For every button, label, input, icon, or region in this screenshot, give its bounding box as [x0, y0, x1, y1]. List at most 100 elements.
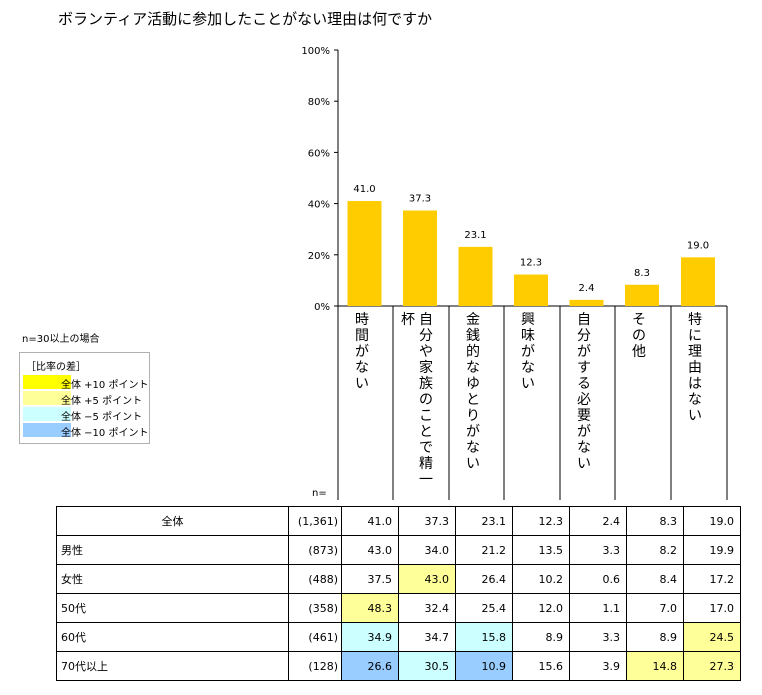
category-label: 興味がない [521, 312, 535, 392]
row-label: 60代 [56, 622, 289, 652]
category-label: 時間がない [355, 312, 369, 392]
table-cell: 12.0 [512, 593, 570, 623]
table-row: 50代 (358) 48.3 32.4 25.4 12.0 1.1 7.0 17.0 [56, 593, 741, 623]
row-n: (358) [288, 593, 342, 623]
row-n: (1,361) [288, 506, 342, 536]
legend-label-plus5: 全体 +5 ポイント [61, 396, 143, 407]
table-cell: 8.4 [626, 564, 684, 594]
bar-chart: 0% 20% 40% 60% 80% 100% 41.0 37.3 23.1 12.3 2.4 8.3… [301, 46, 728, 500]
legend-item-plus5: 全体 +5 ポイント [23, 391, 147, 407]
legend-title: ［比率の差］ [26, 362, 86, 373]
bar [681, 257, 715, 306]
table-cell: 25.4 [455, 593, 513, 623]
table-cell: 34.9 [341, 622, 399, 652]
table-cell: 7.0 [626, 593, 684, 623]
row-label: 男性 [56, 535, 289, 565]
y-tick-label: 60% [308, 148, 330, 159]
y-tick-label: 40% [308, 200, 330, 211]
table-cell: 41.0 [341, 506, 399, 536]
table-cell: 21.2 [455, 535, 513, 565]
table-cell: 8.2 [626, 535, 684, 565]
bar-value-label: 23.1 [464, 230, 486, 241]
table-cell: 10.2 [512, 564, 570, 594]
bar-value-label: 41.0 [353, 184, 375, 195]
row-label: 70代以上 [56, 651, 289, 681]
table-row: 70代以上 (128) 26.6 30.5 10.9 15.6 3.9 14.8 27.3 [56, 651, 741, 681]
bar-value-label: 37.3 [409, 194, 431, 205]
table-cell: 8.9 [626, 622, 684, 652]
table-cell: 3.3 [569, 622, 627, 652]
row-label: 全体 [56, 506, 289, 536]
data-table: 全体 (1,361) 41.0 37.3 23.1 12.3 2.4 8.3 19.0 男性 (87… [56, 506, 741, 681]
table-row: 60代 (461) 34.9 34.7 15.8 8.9 3.3 8.9 24.5 [56, 622, 741, 652]
legend-item-minus10: 全体 −10 ポイント [23, 423, 149, 439]
table-cell: 43.0 [398, 564, 456, 594]
table-cell: 48.3 [341, 593, 399, 623]
table-cell: 12.3 [512, 506, 570, 536]
table-cell: 34.0 [398, 535, 456, 565]
table-cell: 19.0 [683, 506, 741, 536]
table-cell: 17.0 [683, 593, 741, 623]
category-label: 金銭的なゆとりがない [466, 312, 480, 472]
bar [403, 210, 437, 306]
legend-label-plus10: 全体 +10 ポイント [61, 380, 149, 391]
row-n: (461) [288, 622, 342, 652]
table-cell: 3.3 [569, 535, 627, 565]
y-tick-label: 20% [308, 251, 330, 262]
bar [569, 299, 604, 306]
table-row: 全体 (1,361) 41.0 37.3 23.1 12.3 2.4 8.3 19.0 [56, 506, 741, 536]
bar [625, 284, 659, 306]
table-cell: 32.4 [398, 593, 456, 623]
legend-swatch-minus5 [23, 407, 71, 421]
legend-label-minus5: 全体 −5 ポイント [61, 412, 143, 423]
table-cell: 8.9 [512, 622, 570, 652]
table-cell: 30.5 [398, 651, 456, 681]
legend-swatch-plus10 [23, 375, 71, 389]
legend: ［比率の差］ 全体 +10 ポイント 全体 +5 ポイント 全体 −5 ポイント… [19, 352, 150, 444]
y-tick-label: 100% [301, 46, 330, 57]
table-cell: 17.2 [683, 564, 741, 594]
table-cell: 24.5 [683, 622, 741, 652]
table-cell: 15.8 [455, 622, 513, 652]
table-cell: 10.9 [455, 651, 513, 681]
y-tick-label: 80% [308, 97, 330, 108]
bar-value-label: 2.4 [579, 283, 595, 294]
legend-label-minus10: 全体 −10 ポイント [61, 428, 149, 439]
row-label: 50代 [56, 593, 289, 623]
y-tick-label: 0% [314, 302, 330, 313]
bar-value-label: 8.3 [634, 268, 650, 279]
bar [458, 246, 493, 306]
sample-note: n=30以上の場合 [22, 334, 100, 345]
table-cell: 13.5 [512, 535, 570, 565]
legend-swatch-minus10 [23, 423, 71, 437]
bar-value-label: 12.3 [520, 258, 542, 269]
table-row: 男性 (873) 43.0 34.0 21.2 13.5 3.3 8.2 19.9 [56, 535, 741, 565]
legend-item-minus5: 全体 −5 ポイント [23, 407, 147, 423]
table-cell: 1.1 [569, 593, 627, 623]
table-cell: 3.9 [569, 651, 627, 681]
row-n: (488) [288, 564, 342, 594]
table-cell: 0.6 [569, 564, 627, 594]
chart-title: ボランティア活動に参加したことがない理由は何ですか [58, 10, 433, 28]
table-cell: 37.5 [341, 564, 399, 594]
category-label: 特に理由はない [688, 312, 702, 424]
bar [514, 274, 548, 306]
table-cell: 14.8 [626, 651, 684, 681]
table-cell: 37.3 [398, 506, 456, 536]
table-cell: 23.1 [455, 506, 513, 536]
table-cell: 8.3 [626, 506, 684, 536]
table-row: 女性 (488) 37.5 43.0 26.4 10.2 0.6 8.4 17.2 [56, 564, 741, 594]
table-cell: 26.4 [455, 564, 513, 594]
legend-item-plus10: 全体 +10 ポイント [23, 375, 149, 391]
row-n: (128) [288, 651, 342, 681]
table-cell: 27.3 [683, 651, 741, 681]
table-cell: 43.0 [341, 535, 399, 565]
bar [347, 201, 382, 306]
row-label: 女性 [56, 564, 289, 594]
bar-value-label: 19.0 [687, 240, 709, 251]
legend-swatch-plus5 [23, 391, 71, 405]
n-label: n= [312, 488, 327, 499]
table-cell: 19.9 [683, 535, 741, 565]
table-cell: 15.6 [512, 651, 570, 681]
category-label: その他 [632, 312, 646, 360]
